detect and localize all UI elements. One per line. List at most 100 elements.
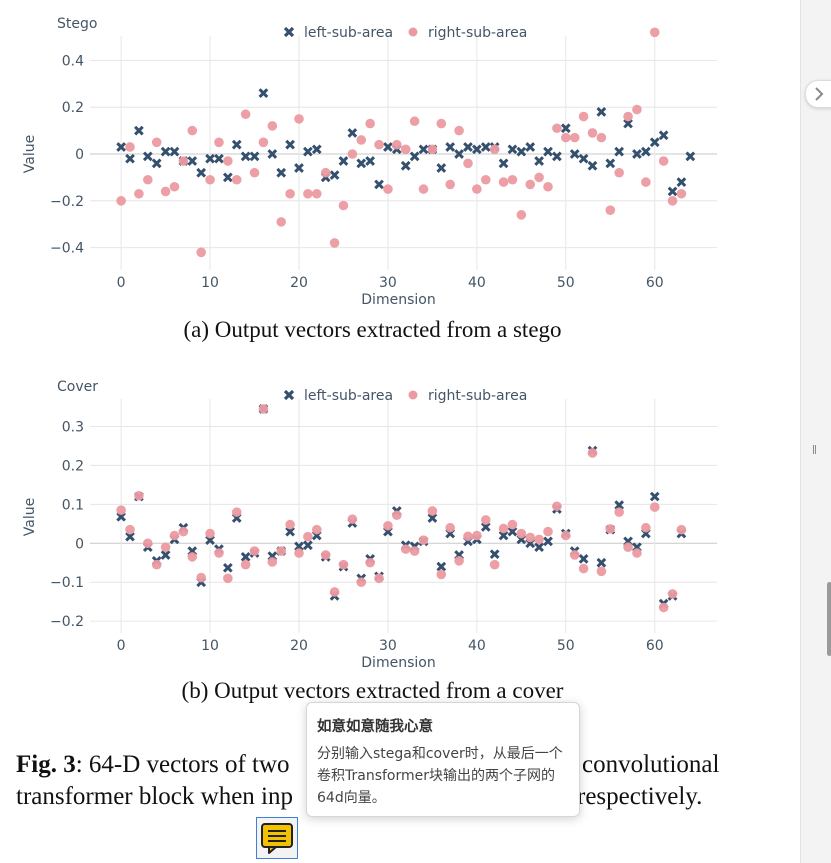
data-point-right [418, 184, 429, 194]
figure-label: Fig. 3 [16, 751, 76, 778]
data-point-right [641, 177, 651, 187]
data-point-right [667, 589, 678, 599]
data-point-right [525, 179, 536, 190]
data-point-right [632, 548, 642, 558]
data-point-right [578, 111, 589, 122]
data-point-left [347, 128, 358, 138]
data-point-right [196, 247, 206, 258]
data-point-right [445, 179, 455, 190]
x-tick-label: 0 [117, 638, 126, 654]
data-point-left [507, 144, 518, 155]
collapse-panel-button[interactable] [805, 80, 831, 108]
data-point-right [392, 139, 402, 150]
data-point-left [480, 142, 491, 152]
data-point-right [329, 238, 340, 248]
data-point-left [116, 142, 126, 152]
data-point-right [480, 174, 491, 185]
data-point-right [623, 542, 633, 552]
data-point-left [196, 167, 207, 178]
data-point-left [676, 177, 687, 187]
data-point-left [516, 146, 527, 157]
data-point-right [169, 181, 180, 192]
note-annotation-button[interactable] [256, 817, 298, 859]
y-tick-label: 0.3 [62, 419, 84, 435]
data-point-left [294, 163, 304, 173]
data-point-left [267, 149, 278, 159]
data-point-left [169, 146, 180, 157]
data-point-left [649, 491, 660, 502]
data-point-left [552, 151, 562, 162]
data-point-right [383, 520, 393, 531]
x-tick-label: 50 [557, 275, 575, 291]
data-point-left [400, 160, 411, 171]
data-point-left [623, 118, 633, 129]
data-point-right [649, 27, 660, 38]
data-point-right [632, 104, 642, 115]
data-point-right [169, 530, 180, 541]
figure-caption-line1: Fig. 3: 64-D vectors of two convolutiona… [16, 749, 736, 781]
data-point-right [249, 546, 260, 556]
data-point-right [623, 111, 633, 122]
figure-caption-text-2-end: respectively. [577, 783, 703, 810]
y-tick-label: −0.1 [50, 575, 84, 591]
data-point-left [418, 144, 429, 155]
data-point-right [143, 174, 153, 185]
data-point-left [534, 156, 544, 166]
paper-page: 0.4 0.2 0 −0.2 −0.4 0 10 20 30 40 50 60 Stego Dimensi… [0, 0, 800, 859]
data-point-right [534, 172, 544, 183]
data-point-right [276, 546, 287, 556]
data-point-right [294, 548, 304, 558]
data-point-right [561, 132, 571, 143]
data-point-right [445, 522, 455, 533]
data-point-right [338, 200, 349, 211]
data-point-right [356, 577, 367, 588]
data-point-right [534, 534, 544, 545]
y-tick-label: 0 [75, 147, 84, 163]
data-point-right [454, 556, 464, 566]
data-point-left [605, 158, 616, 169]
data-point-left [258, 88, 269, 99]
y-tick-label: 0 [75, 536, 84, 552]
x-tick-label: 60 [646, 275, 664, 291]
data-point-left [125, 531, 135, 542]
data-point-right [160, 542, 171, 552]
data-point-left [587, 160, 598, 171]
data-point-right [249, 167, 260, 178]
cover-chart: 0.3 0.2 0.1 0 −0.1 −0.2 0 10 20 30 40 50 60 Cover Dime… [0, 363, 800, 673]
data-point-right [329, 587, 340, 597]
data-point-right [223, 573, 233, 584]
data-point-left [578, 153, 589, 164]
stego-chart-svg: 0.4 0.2 0 −0.2 −0.4 0 10 20 30 40 50 60 Stego Dimensi… [22, 16, 717, 308]
data-point-left [454, 149, 464, 159]
annotation-tooltip: 如意如意随我心意 分别输入stega和cover时，从最后一个卷积Transfo… [306, 702, 580, 817]
drag-handle-icon[interactable]: ǁ [812, 444, 817, 455]
data-point-left [160, 550, 171, 560]
stego-chart: 0.4 0.2 0 −0.2 −0.4 0 10 20 30 40 50 60 Stego Dimensi… [0, 0, 800, 310]
data-point-right [587, 128, 598, 138]
data-point-right [205, 528, 215, 539]
data-point-right [569, 550, 580, 560]
caption-b: (b) Output vectors extracted from a cove… [181, 678, 564, 703]
data-point-right [516, 210, 527, 220]
data-point-left [285, 139, 295, 150]
data-point-left [231, 139, 242, 150]
data-point-right [409, 546, 420, 556]
y-tick-label: −0.2 [50, 614, 84, 630]
scrollbar-track[interactable] [800, 0, 831, 863]
legend-label: left-sub-area [304, 25, 393, 41]
data-point-left [240, 151, 251, 162]
data-point-right [240, 559, 251, 570]
data-point-right [498, 523, 509, 534]
data-point-right [223, 156, 233, 166]
data-point-right [151, 137, 162, 148]
data-point-left [285, 526, 295, 537]
x-tick-label: 30 [379, 275, 397, 291]
data-point-right [463, 531, 473, 542]
legend-marker-circle [408, 390, 418, 400]
data-point-left [160, 146, 171, 157]
x-tick-label: 50 [557, 638, 575, 654]
data-point-right [507, 174, 518, 185]
data-point-right [596, 566, 607, 577]
scrollbar-thumb[interactable] [827, 582, 831, 656]
data-point-right [231, 507, 242, 517]
